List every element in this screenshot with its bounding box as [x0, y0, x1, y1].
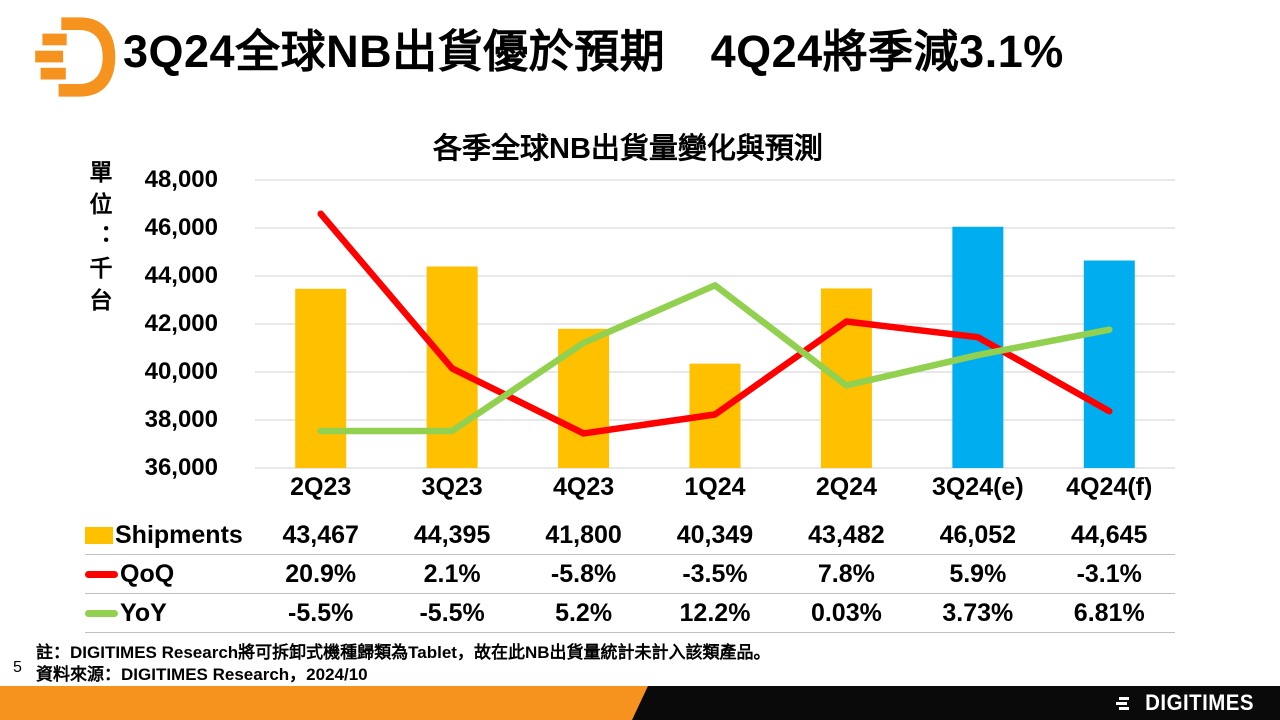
cell-shipments-2Q23: 43,467: [282, 520, 359, 549]
chart-title: 各季全球NB出貨量變化與預測: [433, 133, 823, 165]
y-tick-46000: 46,000: [144, 214, 218, 241]
logo-d-shape: [58, 17, 116, 97]
y-tick-42000: 42,000: [144, 310, 218, 337]
bottom-strip: DIGITIMES: [0, 686, 1280, 720]
row-legend-qoq: QoQ: [85, 560, 255, 589]
x-label-4Q24(f): 4Q24(f): [1066, 473, 1153, 501]
row-label: Shipments: [115, 520, 243, 549]
y-tick-40000: 40,000: [144, 358, 218, 385]
bar-4Q24(f): [1083, 260, 1135, 468]
qoq-legend-swatch-icon: [85, 570, 118, 578]
x-label-2Q23: 2Q23: [290, 473, 352, 501]
cell-shipments-1Q24: 40,349: [676, 520, 754, 549]
bar-2Q23: [295, 288, 347, 468]
cell-shipments-2Q24: 43,482: [808, 520, 885, 549]
cell-qoq-3Q23: 2.1%: [423, 559, 481, 588]
logo-speedline-3: [40, 67, 66, 80]
row-legend-yoy: YoY: [85, 599, 255, 628]
yoy-legend-swatch-icon: [85, 609, 118, 617]
slide-title: 3Q24全球NB出貨優於預期 4Q24將季減3.1%: [123, 26, 1064, 77]
cell-shipments-4Q24(f): 44,645: [1071, 520, 1148, 549]
combo-chart-plot: [255, 179, 1175, 469]
page-number: 5: [13, 659, 22, 676]
cell-yoy-3Q23: -5.5%: [419, 598, 485, 627]
source-note: 資料來源：DIGITIMES Research，2024/10: [36, 665, 368, 684]
cell-yoy-2Q24: 0.03%: [810, 598, 882, 627]
digitimes-logo-icon: [35, 17, 116, 97]
row-label: YoY: [120, 598, 167, 627]
y-tick-36000: 36,000: [144, 454, 218, 481]
cell-yoy-2Q23: -5.5%: [288, 598, 354, 627]
cell-qoq-2Q24: 7.8%: [817, 559, 875, 588]
cell-qoq-2Q23: 20.9%: [285, 559, 357, 588]
cell-shipments-3Q24(e): 46,052: [939, 520, 1017, 549]
footnote-text: 註：DIGITIMES Research將可拆卸式機種歸類為Tablet，故在此…: [36, 643, 771, 662]
row-legend-shipments: Shipments: [85, 521, 255, 550]
table-row-yoy: YoY -5.5% -5.5% 5.2% 12.2% 0.03% 3.73% 6.81%: [85, 593, 1175, 633]
digitimes-wordmark: DIGITIMES: [1115, 686, 1254, 720]
shipments-legend-swatch-icon: [85, 526, 113, 544]
yoy-line: [317, 282, 1113, 435]
logo-speedline-1: [42, 33, 67, 46]
wordmark-speedlines-icon: [1116, 697, 1130, 710]
table-row-qoq: QoQ 20.9% 2.1% -5.8% -3.5% 7.8% 5.9% -3.1%: [85, 554, 1175, 593]
x-label-2Q24: 2Q24: [815, 473, 877, 501]
y-tick-48000: 48,000: [144, 166, 218, 193]
logo-speedline-2: [35, 50, 64, 63]
x-label-3Q23: 3Q23: [421, 473, 483, 501]
y-axis: 48,000 46,000 44,000 42,000 40,000 38,000 36,0…: [0, 0, 220, 500]
x-label-1Q24: 1Q24: [684, 473, 746, 501]
x-label-3Q24(e): 3Q24(e): [931, 473, 1024, 501]
row-label: QoQ: [120, 559, 175, 588]
cell-yoy-3Q24(e): 3.73%: [942, 598, 1014, 627]
cell-yoy-1Q24: 12.2%: [679, 598, 751, 627]
qoq-line: [317, 210, 1113, 437]
cell-qoq-4Q24(f): -3.1%: [1076, 559, 1142, 588]
cell-yoy-4Q23: 5.2%: [555, 598, 613, 627]
bar-4Q23: [558, 328, 610, 468]
cell-shipments-3Q23: 44,395: [413, 520, 491, 549]
x-axis: 2Q23 3Q23 4Q23 1Q24 2Q24 3Q24(e) 4Q24(f): [255, 473, 1175, 502]
y-tick-38000: 38,000: [144, 406, 218, 433]
cell-qoq-3Q24(e): 5.9%: [949, 559, 1007, 588]
cell-qoq-4Q23: -5.8%: [550, 559, 617, 588]
bottom-strip-orange-band: [0, 686, 648, 720]
table-row-shipments: Shipments 43,467 44,395 41,800 40,349 43,482 4…: [85, 516, 1175, 554]
cell-shipments-4Q23: 41,800: [545, 520, 622, 549]
x-label-4Q23: 4Q23: [552, 473, 615, 501]
cell-yoy-4Q24(f): 6.81%: [1073, 598, 1145, 627]
data-table: Shipments 43,467 44,395 41,800 40,349 43,482 4…: [85, 516, 1175, 633]
wordmark-text: DIGITIMES: [1145, 690, 1254, 715]
y-tick-44000: 44,000: [144, 262, 218, 289]
cell-qoq-1Q24: -3.5%: [682, 559, 748, 588]
y-axis-unit-label: 單位：千台: [86, 160, 112, 320]
